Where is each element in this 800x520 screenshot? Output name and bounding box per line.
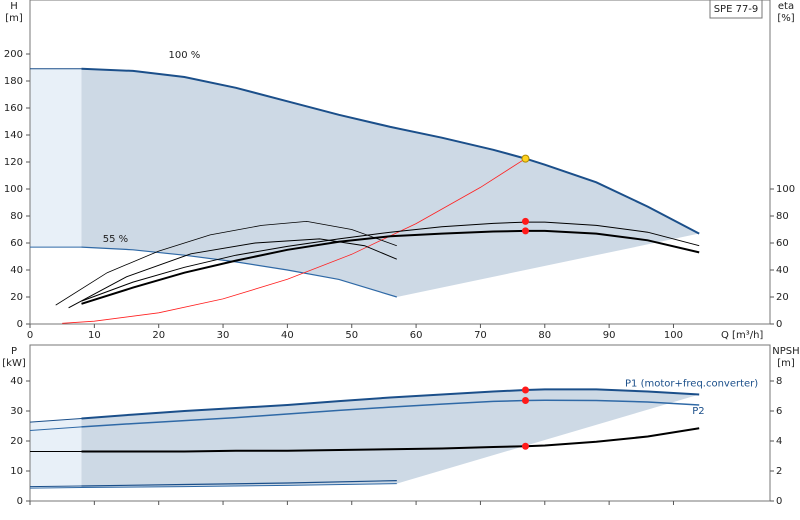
x-tick-label: 10 [88, 330, 101, 341]
y2-tick-label: 8 [776, 376, 782, 387]
x-tick-label: 90 [603, 330, 616, 341]
y-axis-label: P [11, 346, 17, 357]
curve [81, 388, 700, 420]
plot-frame [29, 344, 771, 502]
curve [62, 158, 526, 324]
y2-tick-label: 80 [776, 211, 789, 222]
plot: 0 10 20 30 40 0 2 4 6 8 P[kW] NPSH[m] P1 (motor+freq… [2, 344, 800, 507]
y-tick-label: 100 [4, 184, 23, 195]
y-tick-label: 40 [10, 265, 23, 276]
x-tick-label: 70 [474, 330, 487, 341]
curve-label: P2 [692, 406, 704, 417]
operating-area [30, 68, 82, 248]
x-tick-label: 30 [217, 330, 230, 341]
duty-point [521, 386, 529, 394]
duty-point [521, 397, 529, 404]
curve [81, 480, 397, 487]
y2-tick-label: 0 [776, 496, 782, 507]
y-tick-label: 160 [4, 103, 23, 114]
y2-tick-label: 60 [776, 238, 789, 249]
curve [29, 426, 82, 431]
curve [81, 427, 700, 453]
x-tick-label: 20 [152, 330, 165, 341]
x-tick-label: 50 [345, 330, 358, 341]
curve [81, 399, 700, 428]
y-tick-label: 20 [10, 292, 23, 303]
y-tick-label: 10 [10, 466, 23, 477]
y2-axis-label: eta [778, 1, 794, 12]
y-axis-unit: [kW] [2, 358, 26, 369]
y2-tick-label: 4 [776, 436, 782, 447]
y2-tick-label: 100 [776, 184, 795, 195]
id-text: SPE 77-9 [714, 4, 759, 15]
y-tick-label: 180 [4, 76, 23, 87]
y2-axis-unit: [m] [777, 358, 795, 369]
y2-tick-label: 40 [776, 265, 789, 276]
y-tick-label: 30 [10, 406, 23, 417]
duty-point [521, 442, 529, 450]
duty-point [521, 154, 530, 163]
duty-point [521, 217, 529, 225]
curve [29, 487, 82, 489]
y-tick-label: 140 [4, 130, 23, 141]
y2-axis-unit: [%] [777, 13, 794, 24]
curve [81, 483, 397, 488]
y2-axis-label: NPSH [772, 346, 799, 357]
x-tick-label: 40 [281, 330, 294, 341]
y-tick-label: 200 [4, 49, 23, 60]
curve [68, 238, 397, 309]
plot: 0 10 20 30 40 50 60 70 80 90 100 Q [m³/h] 0 20 40 60 80 1… [4, 0, 795, 341]
x-tick-label: 0 [27, 330, 33, 341]
curve-label: 55 % [103, 234, 128, 245]
curve-label: 100 % [169, 50, 201, 61]
curve [55, 220, 397, 306]
y-tick-label: 40 [10, 376, 23, 387]
y2-tick-label: 0 [776, 319, 782, 330]
y2-tick-label: 2 [776, 466, 782, 477]
y2-tick-label: 20 [776, 292, 789, 303]
operating-area [81, 68, 700, 297]
y-tick-label: 120 [4, 157, 23, 168]
curve [81, 229, 700, 305]
y-tick-label: 0 [17, 496, 23, 507]
y2-tick-label: 6 [776, 406, 782, 417]
curve [29, 485, 82, 488]
x-tick-label: 60 [410, 330, 423, 341]
y-tick-label: 0 [17, 319, 23, 330]
x-tick-label: 100 [664, 330, 683, 341]
y-axis-unit: [m] [5, 13, 23, 24]
curve [81, 67, 700, 235]
y-tick-label: 20 [10, 436, 23, 447]
x-axis-label: Q [m³/h] [721, 330, 763, 341]
id-box [709, 0, 763, 19]
curve [81, 221, 700, 302]
curve [81, 246, 397, 298]
x-tick-label: 80 [538, 330, 551, 341]
curve [29, 418, 82, 423]
curve-label: P1 (motor+freq.converter) [625, 379, 758, 390]
duty-point [521, 227, 529, 235]
y-tick-label: 80 [10, 211, 23, 222]
operating-area [81, 389, 700, 488]
y-tick-label: 60 [10, 238, 23, 249]
operating-area [30, 418, 82, 487]
y-axis-label: H [10, 1, 18, 12]
